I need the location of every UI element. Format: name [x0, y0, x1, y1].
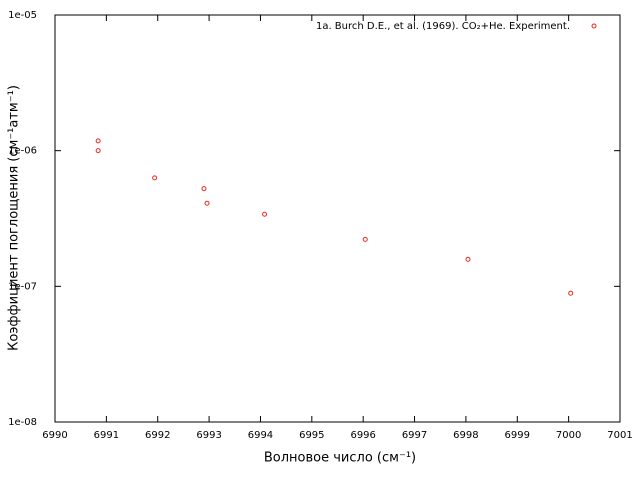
x-tick-label: 6992 [145, 430, 170, 441]
y-tick-label: 1e-06 [8, 146, 37, 157]
x-tick-label: 6993 [196, 430, 221, 441]
x-tick-label: 6996 [350, 430, 375, 441]
y-axis-label: Коэффициент поглощения (см⁻¹атм⁻¹) [7, 85, 22, 351]
x-tick-label: 7001 [607, 430, 632, 441]
x-tick-label: 6994 [248, 430, 273, 441]
x-tick-label: 6998 [453, 430, 478, 441]
point [95, 138, 101, 144]
x-tick-label: 7000 [556, 430, 581, 441]
point [465, 256, 471, 262]
point [568, 290, 574, 296]
point [201, 186, 207, 192]
x-tick-label: 6991 [94, 430, 119, 441]
point [95, 148, 101, 154]
x-tick-label: 6995 [299, 430, 324, 441]
point [204, 200, 210, 206]
x-tick-label: 6990 [42, 430, 67, 441]
x-tick-label: 6999 [505, 430, 530, 441]
plot-border [54, 14, 621, 423]
point [152, 175, 158, 181]
legend-label: 1a. Burch D.E., et al. (1969). CO₂+He. E… [316, 21, 570, 32]
x-tick-label: 6997 [402, 430, 427, 441]
y-tick-label: 1e-08 [8, 417, 37, 428]
y-tick-label: 1e-05 [8, 10, 37, 21]
point [362, 236, 368, 242]
x-axis-label: Волновое число (см⁻¹) [264, 451, 416, 466]
y-tick-label: 1e-07 [8, 281, 37, 292]
legend-marker [591, 23, 597, 29]
point [262, 211, 268, 217]
